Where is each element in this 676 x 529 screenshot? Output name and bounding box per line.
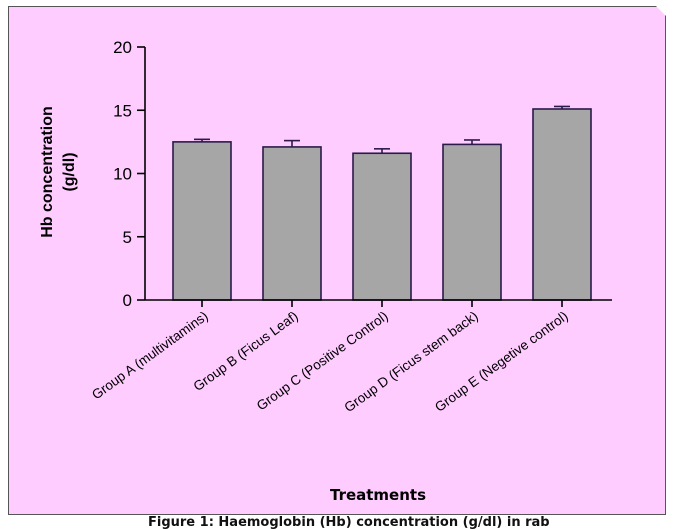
x-tick-label: Group A (multivitamins): [89, 308, 211, 402]
figure-caption: Figure 1: Haemoglobin (Hb) concentration…: [148, 515, 550, 529]
y-tick-label: 5: [123, 228, 132, 247]
y-axis-label-line: Hb concentration: [39, 106, 56, 238]
y-tick-label: 0: [123, 291, 132, 310]
y-tick-label: 20: [113, 38, 132, 57]
page-corner: [650, 0, 676, 26]
bar: [172, 141, 232, 301]
y-axis-label-line: (g/dl): [61, 152, 78, 191]
y-tick-label: 15: [113, 101, 132, 120]
bar: [262, 146, 322, 301]
y-tick-label: 10: [113, 165, 132, 184]
bar: [442, 143, 502, 301]
y-axis-label: Hb concentration (g/dl): [39, 106, 78, 238]
bar: [352, 152, 412, 301]
x-axis-label: Treatments: [330, 486, 426, 504]
bar: [532, 108, 592, 301]
